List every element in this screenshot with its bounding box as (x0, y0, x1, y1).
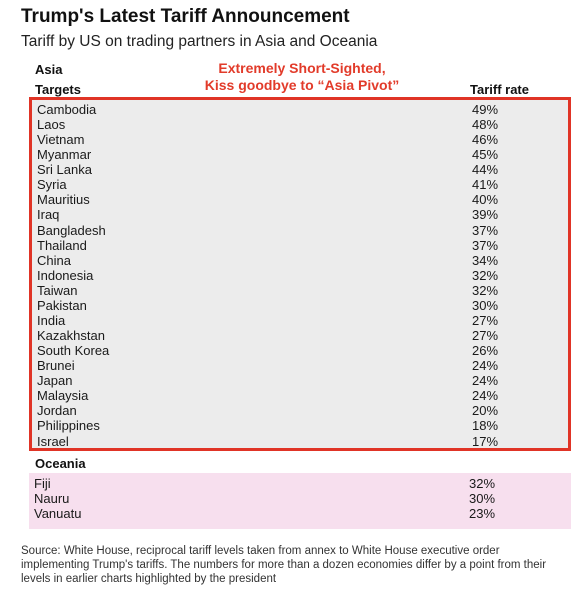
country-name: Thailand (37, 237, 87, 253)
tariff-rate-value: 32% (472, 267, 499, 283)
table-row: Myanmar 45% (32, 147, 568, 162)
tariff-rate-value: 41% (472, 177, 499, 193)
table-row: Fiji 32% (29, 476, 571, 491)
table-row: Brunei 24% (32, 358, 568, 373)
oceania-panel: Fiji 32% Nauru 30% Vanuatu 23% (29, 473, 571, 529)
tariff-rate-value: 46% (472, 132, 499, 148)
tariff-rate-value: 23% (469, 506, 496, 522)
tariff-rate-value: 24% (472, 373, 499, 389)
tariff-rate-value: 30% (469, 491, 496, 507)
tariff-rate-value: 18% (472, 418, 499, 434)
tariff-rate-value: 48% (472, 117, 499, 133)
tariff-rate-value: 27% (472, 328, 499, 344)
source-note: Source: White House, reciprocal tariff l… (21, 545, 547, 585)
tariff-rate-value: 17% (472, 433, 499, 449)
table-row: Japan 24% (32, 373, 568, 388)
tariff-rate-value: 32% (472, 282, 499, 298)
tariff-rate-value: 37% (472, 222, 499, 238)
table-row: Kazakhstan 27% (32, 328, 568, 343)
country-name: Japan (37, 373, 73, 389)
table-row: South Korea 26% (32, 343, 568, 358)
asia-highlight-box: Cambodia 49% Laos 48% Vietnam 46% Myanmar 45% Sr… (29, 97, 571, 451)
tariff-rate-value: 20% (472, 403, 499, 419)
table-row: Syria 41% (32, 177, 568, 192)
country-name: Philippines (37, 418, 100, 434)
tariff-rate-value: 37% (472, 237, 499, 253)
table-row: Malaysia 24% (32, 388, 568, 403)
country-name: Kazakhstan (37, 328, 105, 344)
group-label-oceania: Oceania (35, 456, 86, 471)
table-row: Vanuatu 23% (29, 506, 571, 521)
table-row: Philippines 18% (32, 418, 568, 433)
table-row: Jordan 20% (32, 403, 568, 418)
table-row: Indonesia 32% (32, 268, 568, 283)
country-name: Indonesia (37, 267, 94, 283)
table-row: Mauritius 40% (32, 192, 568, 207)
tariff-rate-value: 39% (472, 207, 499, 223)
table-row: Thailand 37% (32, 238, 568, 253)
chart-title: Trump's Latest Tariff Announcement (21, 6, 350, 27)
country-name: Israel (37, 433, 69, 449)
country-name: Myanmar (37, 147, 92, 163)
country-name: Iraq (37, 207, 60, 223)
country-name: Taiwan (37, 282, 78, 298)
country-name: Jordan (37, 403, 77, 419)
table-row: Israel 17% (32, 434, 568, 449)
chart-subtitle: Tariff by US on trading partners in Asia… (21, 33, 378, 50)
column-header-targets: Targets (35, 82, 81, 97)
country-name: Bangladesh (37, 222, 106, 238)
country-name: Fiji (34, 476, 51, 491)
tariff-rate-value: 24% (472, 358, 499, 374)
country-name: Malaysia (37, 388, 89, 404)
tariff-rate-value: 27% (472, 312, 499, 328)
country-name: Vanuatu (34, 506, 82, 522)
table-row: Pakistan 30% (32, 298, 568, 313)
annotation: Extremely Short-Sighted, Kiss goodbye to… (187, 60, 417, 94)
tariff-rate-value: 49% (472, 102, 499, 117)
table-row: Nauru 30% (29, 491, 571, 506)
country-name: Pakistan (37, 297, 87, 313)
tariff-rate-value: 32% (469, 476, 496, 491)
country-name: Sri Lanka (37, 162, 92, 178)
country-name: India (37, 312, 66, 328)
country-name: Nauru (34, 491, 70, 507)
table-row: Vietnam 46% (32, 132, 568, 147)
group-label-asia: Asia (35, 62, 63, 77)
table-row: Bangladesh 37% (32, 223, 568, 238)
table-row: Laos 48% (32, 117, 568, 132)
country-name: Brunei (37, 358, 75, 374)
table-row: India 27% (32, 313, 568, 328)
country-name: Syria (37, 177, 67, 193)
annotation-line-1: Extremely Short-Sighted, (218, 60, 386, 76)
annotation-line-2: Kiss goodbye to “Asia Pivot” (204, 77, 400, 93)
country-name: Vietnam (37, 132, 85, 148)
country-name: South Korea (37, 343, 110, 359)
table-row: Cambodia 49% (32, 102, 568, 117)
tariff-rate-value: 40% (472, 192, 499, 208)
tariff-rate-value: 26% (472, 343, 499, 359)
table-row: Sri Lanka 44% (32, 162, 568, 177)
column-header-tariff-rate: Tariff rate (470, 82, 529, 97)
country-name: Laos (37, 117, 66, 133)
country-name: China (37, 252, 71, 268)
country-name: Mauritius (37, 192, 90, 208)
country-name: Cambodia (37, 102, 97, 117)
table-row: Iraq 39% (32, 207, 568, 222)
tariff-rate-value: 44% (472, 162, 499, 178)
table-row: China 34% (32, 253, 568, 268)
tariff-rate-value: 45% (472, 147, 499, 163)
tariff-rate-value: 30% (472, 297, 499, 313)
table-row: Taiwan 32% (32, 283, 568, 298)
tariff-rate-value: 24% (472, 388, 499, 404)
tariff-rate-value: 34% (472, 252, 499, 268)
